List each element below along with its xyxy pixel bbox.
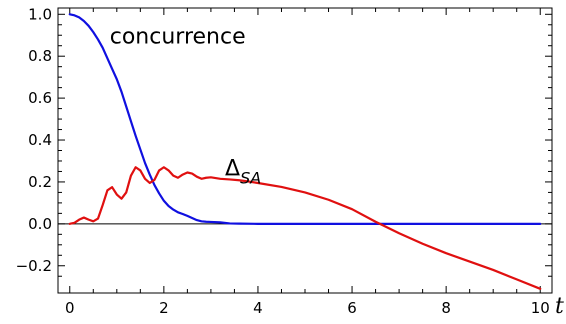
tick-marks <box>58 8 552 293</box>
x-tick-label: 2 <box>159 299 169 317</box>
y-tick-label: 0.4 <box>28 131 52 149</box>
y-tick-label: 0.0 <box>28 215 52 233</box>
concurrence-annotation: concurrence <box>110 25 246 50</box>
series-line-1 <box>68 13 542 225</box>
delta-subscript: SA <box>240 169 261 188</box>
x-tick-label: 10 <box>531 299 550 317</box>
x-tick-label: 6 <box>347 299 357 317</box>
y-tick-label: 0.2 <box>28 173 52 191</box>
series-layer <box>68 13 542 290</box>
delta-sa-annotation: ΔSA <box>225 157 261 188</box>
x-tick-label: 8 <box>441 299 451 317</box>
y-tick-label: 0.6 <box>28 89 52 107</box>
x-tick-label: 0 <box>65 299 75 317</box>
series-line-2 <box>68 166 542 290</box>
y-tick-label: 1.0 <box>28 5 52 23</box>
x-axis-label: t <box>555 294 564 319</box>
y-tick-labels: −0.2 0.0 0.2 0.4 0.6 0.8 1.0 <box>16 5 52 274</box>
delta-symbol: Δ <box>225 157 240 182</box>
y-tick-label: 0.8 <box>28 47 52 65</box>
y-tick-label: −0.2 <box>16 257 52 275</box>
x-tick-label: 4 <box>253 299 263 317</box>
x-tick-labels: 0 2 4 6 8 10 <box>65 299 550 317</box>
plot-frame <box>57 7 553 294</box>
